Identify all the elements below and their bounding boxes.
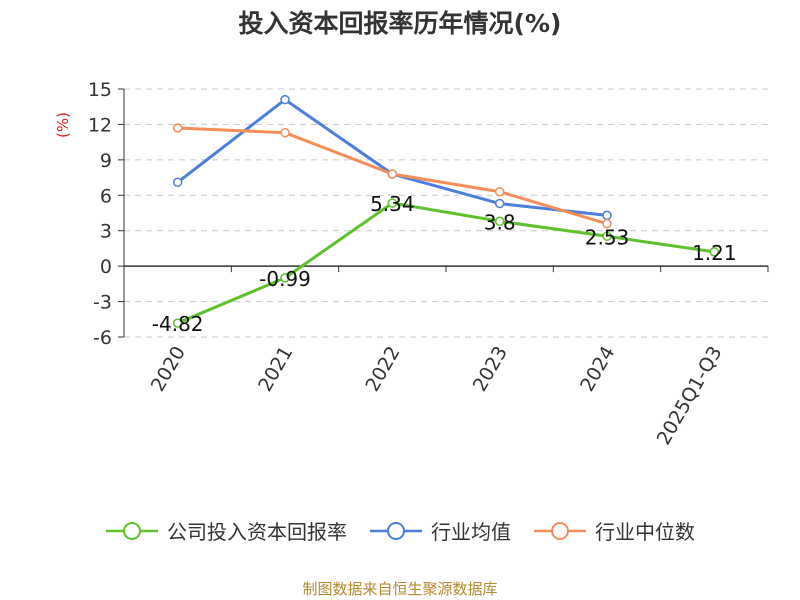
data-point (494, 216, 505, 227)
data-point (280, 273, 290, 283)
data-point (387, 169, 398, 179)
legend: 公司投入资本回报率 行业均值 行业中位数 (0, 516, 800, 545)
legend-label: 行业均值 (431, 520, 511, 544)
data-point (709, 247, 720, 257)
series-line (176, 201, 716, 325)
legend-circle (123, 521, 141, 540)
x-tick-label: 2025Q1-Q3 (653, 343, 727, 449)
data-label-layer: -4.82 -0.99 5.34 3.8 2.53 1.21 (152, 192, 737, 336)
grid-layer (124, 88, 768, 338)
legend-label: 公司投入资本回报率 (167, 520, 347, 544)
x-tick-label: 2024 (576, 343, 619, 396)
data-point (172, 123, 183, 133)
y-tick-label: 0 (100, 256, 112, 278)
data-point (602, 218, 612, 229)
axis-layer: 15 12 9 6 3 0 -3 -6 2020 2021 2022 2023 2024 2025Q1-Q… (88, 79, 769, 449)
source-note: 制图数据来自恒生聚源数据库 (302, 580, 498, 598)
data-point (172, 318, 183, 328)
data-label: -0.99 (259, 267, 311, 291)
legend-marker-icon (534, 521, 586, 540)
data-label: -4.82 (152, 312, 204, 336)
data-point (280, 127, 290, 138)
data-point (172, 177, 183, 188)
legend-marker-icon (370, 521, 422, 540)
data-label: 3.8 (484, 210, 516, 234)
x-tick-label: 2023 (469, 342, 512, 395)
data-point (280, 94, 290, 105)
data-point (387, 198, 398, 208)
y-tick-label: -6 (93, 327, 112, 349)
legend-item[interactable]: 公司投入资本回报率 (105, 516, 347, 545)
legend-circle (387, 521, 405, 540)
legend-marker-icon (106, 521, 158, 540)
chart-title: 投入资本回报率历年情况(%) (238, 9, 562, 38)
y-tick-label: 15 (88, 79, 112, 101)
data-point (602, 231, 612, 242)
legend-label: 行业中位数 (595, 520, 695, 544)
x-tick-label: 2020 (147, 343, 190, 396)
y-tick-label: 9 (100, 150, 112, 172)
y-tick-label: 6 (100, 185, 112, 207)
legend-item[interactable]: 行业中位数 (533, 516, 695, 545)
x-tick-label: 2021 (254, 343, 297, 396)
y-axis-label: (%) (54, 112, 72, 138)
series-layer (172, 94, 720, 328)
y-tick-label: -3 (93, 292, 112, 314)
y-tick-label: 12 (88, 114, 112, 136)
legend-circle (551, 521, 569, 540)
data-label: 1.21 (692, 241, 737, 265)
data-point (494, 186, 505, 197)
data-point (494, 198, 505, 209)
data-label: 5.34 (370, 192, 415, 216)
y-tick-label: 3 (100, 221, 112, 243)
x-tick-label: 2022 (361, 343, 404, 396)
data-label: 2.53 (585, 225, 630, 249)
legend-item[interactable]: 行业均值 (369, 516, 511, 545)
data-point (602, 210, 612, 221)
